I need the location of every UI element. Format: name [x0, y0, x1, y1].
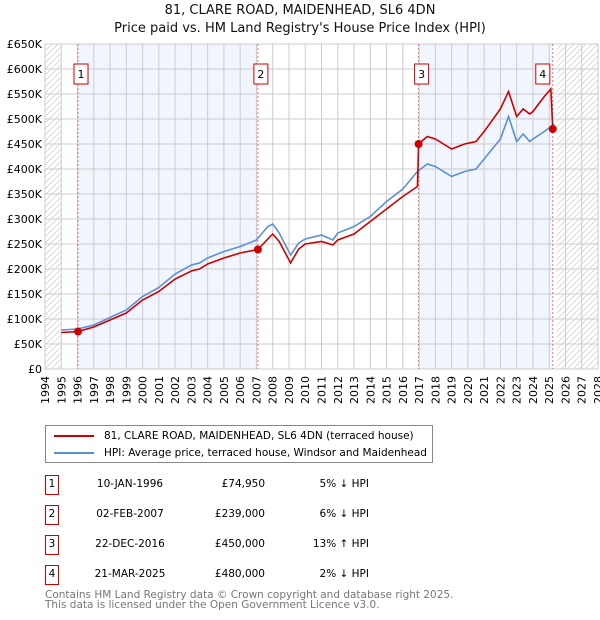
hatch-after [556, 44, 598, 369]
x-tick-label: 2008 [267, 376, 280, 404]
sale-price: £74,950 [221, 478, 265, 490]
footer: Contains HM Land Registry data © Crown c… [45, 589, 454, 611]
sale-label-box [73, 63, 89, 85]
x-tick-label: 2027 [576, 376, 589, 404]
x-tick-label: 2005 [218, 376, 231, 404]
sale-label: 4 [539, 68, 546, 81]
x-tick-label: 1999 [120, 376, 133, 404]
footer-line2: This data is licensed under the Open Gov… [45, 599, 380, 611]
sale-label: 2 [257, 68, 264, 81]
x-tick-label: 2028 [592, 376, 600, 404]
y-tick-label: £50K [14, 338, 43, 351]
x-tick-label: 1997 [88, 376, 101, 404]
x-tick-label: 2007 [250, 376, 263, 404]
x-tick-label: 2000 [137, 376, 150, 404]
x-tick-label: 2014 [364, 376, 377, 404]
y-tick-label: £650K [7, 38, 43, 51]
sale-point [414, 140, 423, 148]
sale-label-box [414, 63, 430, 85]
y-tick-label: £100K [7, 313, 43, 326]
sale-hpi-diff: 5% ↓ HPI [319, 478, 369, 490]
shaded-region [78, 44, 258, 369]
x-tick-label: 2016 [397, 376, 410, 404]
sale-point [253, 245, 262, 254]
chart-plot: 1994 1995 1996 1997 1998 1999 2000 2001 2002 2003… [7, 38, 600, 404]
chart-title: 81, CLARE ROAD, MAIDENHEAD, SL6 4DN [164, 3, 436, 18]
x-tick-label: 2004 [202, 376, 215, 404]
x-tick-label: 2009 [283, 376, 296, 404]
y-tick-label: £150K [7, 288, 43, 301]
x-tick-label: 2010 [299, 376, 312, 404]
sale-number: 1 [45, 475, 59, 495]
x-tick-label: 2019 [446, 376, 459, 404]
legend-label-property: 81, CLARE ROAD, MAIDENHEAD, SL6 4DN (ter… [104, 430, 414, 442]
x-tick-label: 2020 [462, 376, 475, 404]
y-tick-label: £400K [7, 163, 43, 176]
x-tick-label: 2002 [169, 376, 182, 404]
series-line-hpi [61, 114, 555, 331]
x-tick-label: 2022 [494, 376, 507, 404]
sale-label-box [253, 63, 269, 85]
x-tick-label: 2025 [543, 376, 556, 404]
x-tick-label: 1994 [39, 376, 52, 404]
sale-row: 2 02-FEB-2007 £239,000 6% ↓ HPI [45, 505, 425, 525]
sale-hpi-diff: 6% ↓ HPI [319, 508, 369, 520]
x-tick-label: 1996 [72, 376, 85, 404]
x-tick-label: 2013 [348, 376, 361, 404]
legend: 81, CLARE ROAD, MAIDENHEAD, SL6 4DN (ter… [45, 425, 433, 463]
x-tick-label: 2012 [332, 376, 345, 404]
x-tick-label: 2003 [185, 376, 198, 404]
sale-hpi-diff: 2% ↓ HPI [319, 568, 369, 580]
sale-row: 4 21-MAR-2025 £480,000 2% ↓ HPI [45, 565, 425, 585]
x-tick-label: 2006 [234, 376, 247, 404]
y-tick-label: £300K [7, 213, 43, 226]
sale-point [548, 125, 557, 133]
legend-swatch-blue [54, 452, 94, 454]
sale-number: 2 [45, 505, 59, 525]
y-tick-label: £350K [7, 188, 43, 201]
sale-date: 22-DEC-2016 [95, 538, 165, 550]
y-tick-label: £200K [7, 263, 43, 276]
footer-line1: Contains HM Land Registry data © Crown c… [45, 589, 454, 601]
x-tick-label: 2023 [511, 376, 524, 404]
sale-number: 4 [45, 565, 59, 585]
x-tick-label: 2026 [559, 376, 572, 404]
y-tick-label: £0 [28, 363, 42, 376]
sale-row: 3 22-DEC-2016 £450,000 13% ↑ HPI [45, 535, 425, 555]
y-tick-label: £450K [7, 138, 43, 151]
sale-date: 02-FEB-2007 [96, 508, 164, 520]
x-tick-label: 2021 [478, 376, 491, 404]
sale-label: 1 [78, 68, 85, 81]
x-tick-label: 2001 [153, 376, 166, 404]
y-tick-label: £250K [7, 238, 43, 251]
x-tick-label: 2011 [316, 376, 329, 404]
x-tick-label: 2018 [429, 376, 442, 404]
sale-date: 10-JAN-1996 [96, 478, 164, 490]
sale-price: £480,000 [214, 568, 265, 580]
legend-label-hpi: HPI: Average price, terraced house, Wind… [104, 447, 427, 459]
x-tick-label: 1998 [104, 376, 117, 404]
chart-subtitle: Price paid vs. HM Land Registry's House … [114, 21, 486, 36]
x-tick-label: 2017 [413, 376, 426, 404]
sale-row: 1 10-JAN-1996 £74,950 5% ↓ HPI [45, 475, 425, 495]
y-tick-label: £600K [7, 63, 43, 76]
series-line-property [61, 86, 554, 334]
x-tick-label: 1995 [55, 376, 68, 404]
sale-number: 3 [45, 535, 59, 555]
y-tick-label: £500K [7, 113, 43, 126]
legend-swatch-red [54, 435, 94, 437]
sale-price: £450,000 [214, 538, 265, 550]
x-tick-label: 2024 [527, 376, 540, 404]
shaded-region [418, 44, 553, 369]
sale-point [74, 327, 83, 336]
plot-border [44, 43, 599, 370]
x-tick-label: 2015 [381, 376, 394, 404]
hatch-before [45, 44, 62, 369]
y-tick-label: £550K [7, 88, 43, 101]
sale-hpi-diff: 13% ↑ HPI [312, 538, 369, 550]
sale-price: £239,000 [214, 508, 265, 520]
sale-date: 21-MAR-2025 [94, 568, 166, 580]
sale-label-box [535, 63, 551, 85]
sale-label: 3 [418, 68, 425, 81]
